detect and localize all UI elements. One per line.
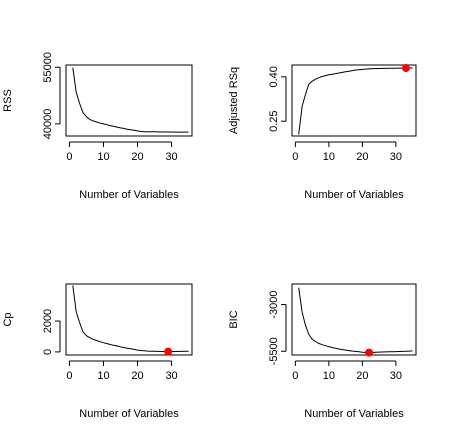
x-axis-title: Number of Variables	[304, 408, 404, 420]
x-tick-label: 0	[66, 370, 72, 382]
y-tick-label: 0.40	[268, 66, 280, 87]
x-tick-label: 30	[165, 370, 177, 382]
x-tick-label: 0	[292, 151, 298, 163]
optimum-point	[365, 348, 374, 357]
plot-frame	[291, 64, 417, 137]
x-tick-label: 0	[292, 370, 298, 382]
series-line	[72, 285, 189, 353]
x-tick-label: 10	[323, 370, 335, 382]
rss-panel: 0 10 20 30 40000 55000 Number of Variables RSS	[2, 52, 193, 201]
y-tick-label: 2000	[42, 309, 54, 333]
x-tick-label: 10	[97, 151, 109, 163]
y-tick-label: 40000	[42, 109, 54, 140]
series-line	[298, 67, 413, 135]
y-tick-label: 0.25	[268, 110, 280, 131]
y-tick-label: -5500	[268, 337, 280, 365]
y-axis-title: RSS	[2, 89, 14, 112]
plot-frame	[291, 283, 417, 356]
y-tick-label: 0	[42, 349, 54, 355]
x-tick-label: 20	[131, 370, 143, 382]
x-tick-label: 10	[323, 151, 335, 163]
x-tick-label: 30	[165, 151, 177, 163]
x-tick-label: 30	[390, 370, 402, 382]
x-tick-label: 20	[356, 151, 368, 163]
plot-frame	[65, 283, 193, 356]
bic-panel: 0 10 20 30 -5500 -3000 Number of Variables BIC	[228, 283, 417, 420]
x-tick-label: 10	[97, 370, 109, 382]
optimum-point	[401, 64, 410, 73]
y-axis-title: Cp	[2, 312, 14, 326]
x-axis-title: Number of Variables	[304, 189, 404, 201]
y-tick-label: 55000	[42, 52, 54, 83]
y-axis-title: BIC	[228, 310, 240, 328]
optimum-point	[164, 347, 173, 356]
cp-panel: 0 10 20 30 0 2000 Number of Variables Cp	[2, 283, 193, 420]
x-tick-label: 0	[66, 151, 72, 163]
x-tick-label: 20	[356, 370, 368, 382]
plot-frame	[65, 64, 193, 137]
adjusted-rsq-panel: 0 10 20 30 0.25 0.40 Number of Variables Adjust…	[228, 64, 417, 201]
y-tick-label: -3000	[268, 290, 280, 318]
y-axis-title: Adjusted RSq	[228, 67, 240, 134]
series-line	[72, 67, 189, 133]
x-axis-title: Number of Variables	[79, 189, 179, 201]
x-tick-label: 20	[131, 151, 143, 163]
x-tick-label: 30	[390, 151, 402, 163]
x-axis-title: Number of Variables	[79, 408, 179, 420]
series-line	[298, 287, 413, 354]
